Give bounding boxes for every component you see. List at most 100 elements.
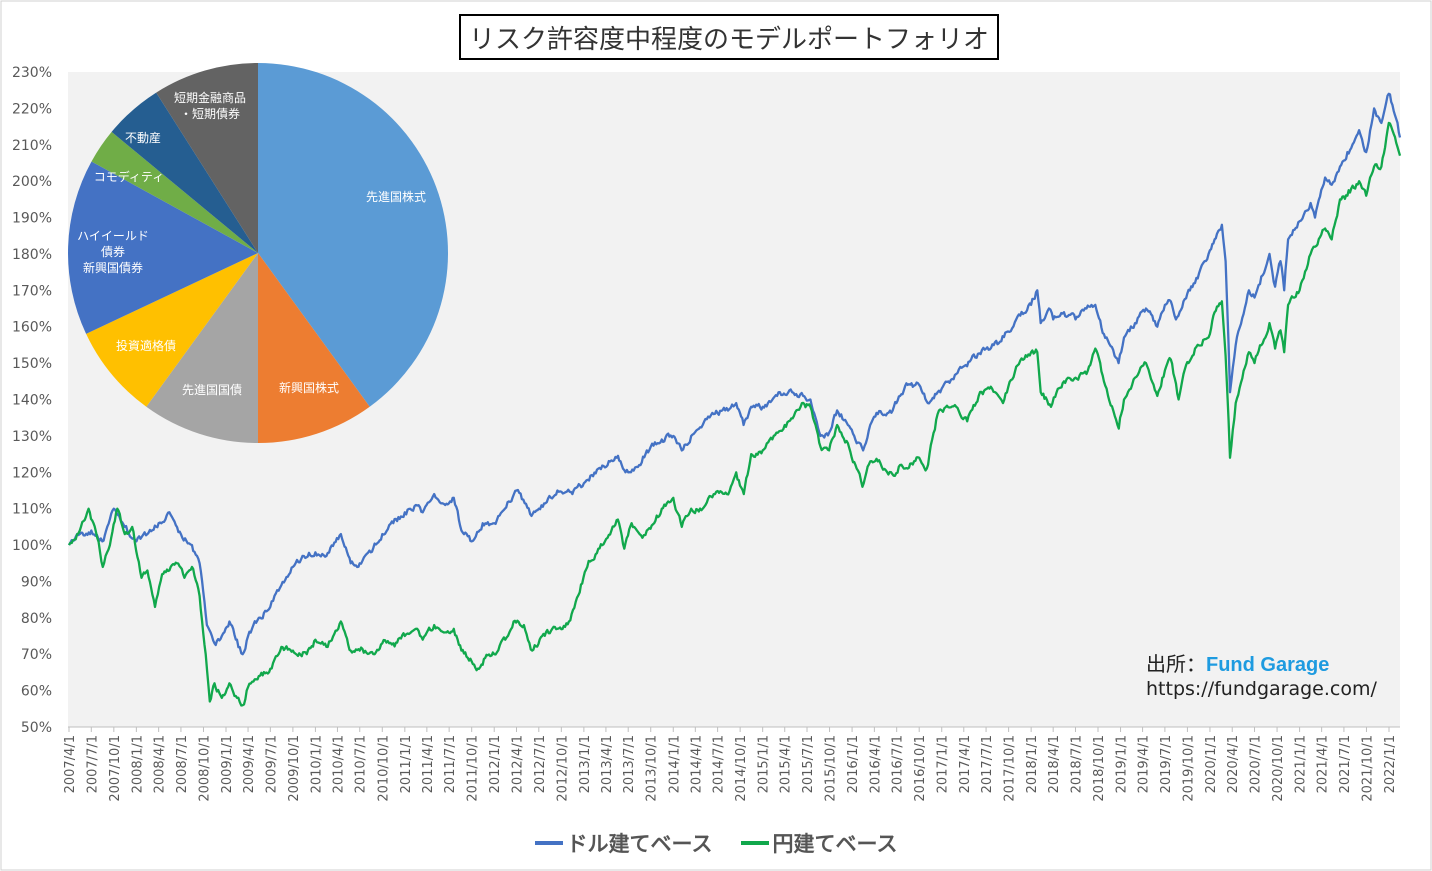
legend-item-dollar: ドル建てベース (534, 828, 713, 858)
pie-slice-label: 先進国国債 (182, 382, 242, 397)
y-tick-label: 190% (12, 211, 52, 227)
legend-swatch-yen (740, 841, 769, 845)
x-tick-label: 2014/4/1 (689, 735, 704, 793)
x-tick-label: 2011/7/1 (443, 735, 458, 793)
x-tick-label: 2018/7/1 (1069, 735, 1084, 793)
x-tick-label: 2013/1/1 (578, 735, 593, 793)
pie-label-line: 短期金融商品 (174, 90, 246, 105)
x-tick-label: 2022/1/1 (1383, 735, 1398, 793)
x-tick-label: 2017/1/1 (936, 735, 951, 793)
x-tick-label: 2012/7/1 (533, 735, 548, 793)
x-tick-label: 2009/4/1 (242, 735, 257, 793)
x-tick-label: 2010/1/1 (309, 735, 324, 793)
pie-slice (91, 131, 258, 253)
x-tick-label: 2016/7/1 (891, 735, 906, 793)
x-tick-label: 2007/4/1 (63, 735, 78, 793)
pie-slice (68, 161, 258, 334)
x-tick-label: 2012/10/1 (555, 735, 570, 802)
x-tick-label: 2018/1/1 (1025, 735, 1040, 793)
x-tick-label: 2010/4/1 (331, 735, 346, 793)
pie-slice (156, 63, 258, 253)
pie-slice-label: 不動産 (125, 130, 161, 145)
x-tick-label: 2008/1/1 (130, 735, 145, 793)
pie-slice-label: 新興国株式 (279, 380, 339, 395)
x-tick-label: 2017/10/1 (1003, 735, 1018, 802)
series-line-dollar (67, 92, 1402, 656)
source-url: https://fundgarage.com/ (1146, 678, 1377, 700)
x-tick-label: 2011/1/1 (399, 735, 414, 793)
x-tick-label: 2015/4/1 (779, 735, 794, 793)
x-tick-label: 2015/7/1 (801, 735, 816, 793)
pie-label-line: 先進国株式 (366, 189, 426, 204)
x-tick-label: 2008/7/1 (175, 735, 190, 793)
pie-slice (146, 253, 258, 443)
pie-label-line: コモディティ (94, 169, 164, 184)
x-tick-label: 2014/10/1 (734, 735, 749, 802)
pie-slice (111, 92, 258, 253)
x-tick-label: 2010/7/1 (354, 735, 369, 793)
pie-slice-label: コモディティ (94, 169, 164, 184)
source-label: 出所： (1146, 652, 1206, 676)
x-tick-label: 2007/10/1 (108, 735, 123, 802)
x-tick-label: 2021/10/1 (1360, 735, 1375, 802)
y-tick-label: 180% (12, 247, 52, 263)
x-tick-label: 2009/7/1 (264, 735, 279, 793)
x-tick-label: 2021/4/1 (1316, 735, 1331, 793)
y-tick-label: 100% (12, 538, 52, 554)
x-tick-label: 2021/7/1 (1338, 735, 1353, 793)
source-credit: 出所：Fund Garage (1146, 648, 1329, 677)
pie-label-line: 新興国債券 (83, 260, 143, 275)
y-tick-label: 60% (21, 684, 52, 700)
x-tick-label: 2016/10/1 (913, 735, 928, 802)
x-tick-label: 2015/1/1 (757, 735, 772, 793)
x-tick-label: 2013/10/1 (645, 735, 660, 802)
x-tick-label: 2019/10/1 (1181, 735, 1196, 802)
x-tick-label: 2012/1/1 (488, 735, 503, 793)
x-tick-label: 2013/4/1 (600, 735, 615, 793)
x-tick-label: 2017/7/1 (980, 735, 995, 793)
legend-label-yen: 円建てベース (772, 832, 898, 856)
pie-label-line: ・短期債券 (180, 106, 240, 121)
x-tick-label: 2016/1/1 (846, 735, 861, 793)
x-tick-label: 2009/10/1 (287, 735, 302, 802)
y-tick-label: 150% (12, 356, 52, 372)
y-tick-label: 220% (12, 101, 52, 117)
x-tick-label: 2021/1/1 (1294, 735, 1309, 793)
x-tick-label: 2011/4/1 (421, 735, 436, 793)
x-tick-label: 2017/4/1 (958, 735, 973, 793)
pie-label-line: 先進国国債 (182, 382, 242, 397)
x-tick-label: 2012/4/1 (511, 735, 526, 793)
pie-label-line: 不動産 (125, 130, 161, 145)
y-tick-label: 200% (12, 174, 52, 190)
x-tick-label: 2020/7/1 (1249, 735, 1264, 793)
x-tick-label: 2015/10/1 (824, 735, 839, 802)
x-tick-label: 2011/10/1 (466, 735, 481, 802)
x-tick-label: 2009/1/1 (220, 735, 235, 793)
series-line-yen (68, 121, 1402, 707)
x-tick-label: 2008/10/1 (197, 735, 212, 802)
y-tick-label: 50% (21, 720, 52, 736)
y-tick-label: 90% (21, 574, 52, 590)
x-tick-label: 2020/10/1 (1271, 735, 1286, 802)
x-tick-label: 2010/10/1 (376, 735, 391, 802)
pie-label-line: ハイイールド (77, 229, 149, 243)
y-tick-label: 130% (12, 429, 52, 445)
x-tick-label: 2020/1/1 (1204, 735, 1219, 793)
legend-label-dollar: ドル建てベース (566, 832, 713, 856)
legend-swatch-dollar (534, 841, 563, 845)
y-tick-label: 110% (12, 502, 52, 518)
pie-label-line: 投資適格債 (116, 338, 176, 353)
source-brand: Fund Garage (1206, 654, 1330, 676)
y-tick-label: 160% (12, 320, 52, 336)
x-tick-label: 2008/4/1 (153, 735, 168, 793)
pie-label-line: 新興国株式 (279, 380, 339, 395)
x-tick-label: 2019/1/1 (1115, 735, 1130, 793)
x-tick-label: 2020/4/1 (1226, 735, 1241, 793)
y-tick-label: 230% (12, 65, 52, 81)
y-tick-label: 120% (12, 465, 52, 481)
chart-title: リスク許容度中程度のモデルポートフォリオ (459, 14, 999, 60)
y-tick-label: 70% (21, 647, 52, 663)
pie-slice-label: ハイイールド債券新興国債券 (77, 229, 149, 275)
